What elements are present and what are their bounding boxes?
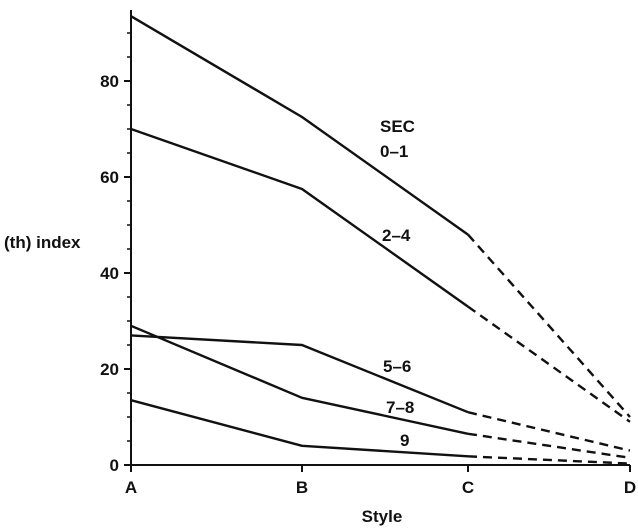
series-line-dashed (467, 411, 631, 452)
x-tick-label: A (125, 478, 137, 497)
x-axis-label: Style (362, 507, 403, 526)
y-axis-label: (th) index (4, 233, 81, 252)
series-label: 9 (400, 431, 409, 450)
y-tick-label: 20 (100, 360, 119, 379)
series-line-dashed (467, 233, 631, 418)
y-tick-label: 60 (100, 168, 119, 187)
series-4 (130, 324, 631, 459)
series-1 (130, 15, 631, 418)
y-tick-label: 80 (100, 72, 119, 91)
series-5 (130, 399, 631, 465)
series-line-solid (130, 15, 469, 236)
series-label: 5–6 (383, 357, 411, 376)
series-layer (130, 15, 631, 465)
y-tick-label: 40 (100, 264, 119, 283)
series-label: 7–8 (386, 398, 414, 417)
series-line-solid (130, 127, 469, 308)
series-label: 2–4 (382, 226, 411, 245)
series-label: 0–1 (380, 142, 408, 161)
axes: 0 20 40 60 80 A B C D (100, 10, 636, 497)
labels-layer: 0–1 2–4 5–6 7–8 9 (380, 142, 414, 450)
series-line-solid (130, 334, 469, 414)
y-tick-label: 0 (110, 456, 119, 475)
x-tick-label: D (624, 478, 636, 497)
series-3 (130, 334, 631, 452)
series-line-dashed (467, 455, 631, 465)
series-line-solid (130, 324, 469, 435)
series-line-solid (130, 399, 469, 458)
series-line-dashed (467, 305, 631, 423)
x-tick-label: C (462, 478, 474, 497)
x-tick-label: B (296, 478, 308, 497)
series-2 (130, 127, 631, 423)
series-line-dashed (467, 432, 631, 459)
series-group-title: SEC (380, 117, 415, 136)
